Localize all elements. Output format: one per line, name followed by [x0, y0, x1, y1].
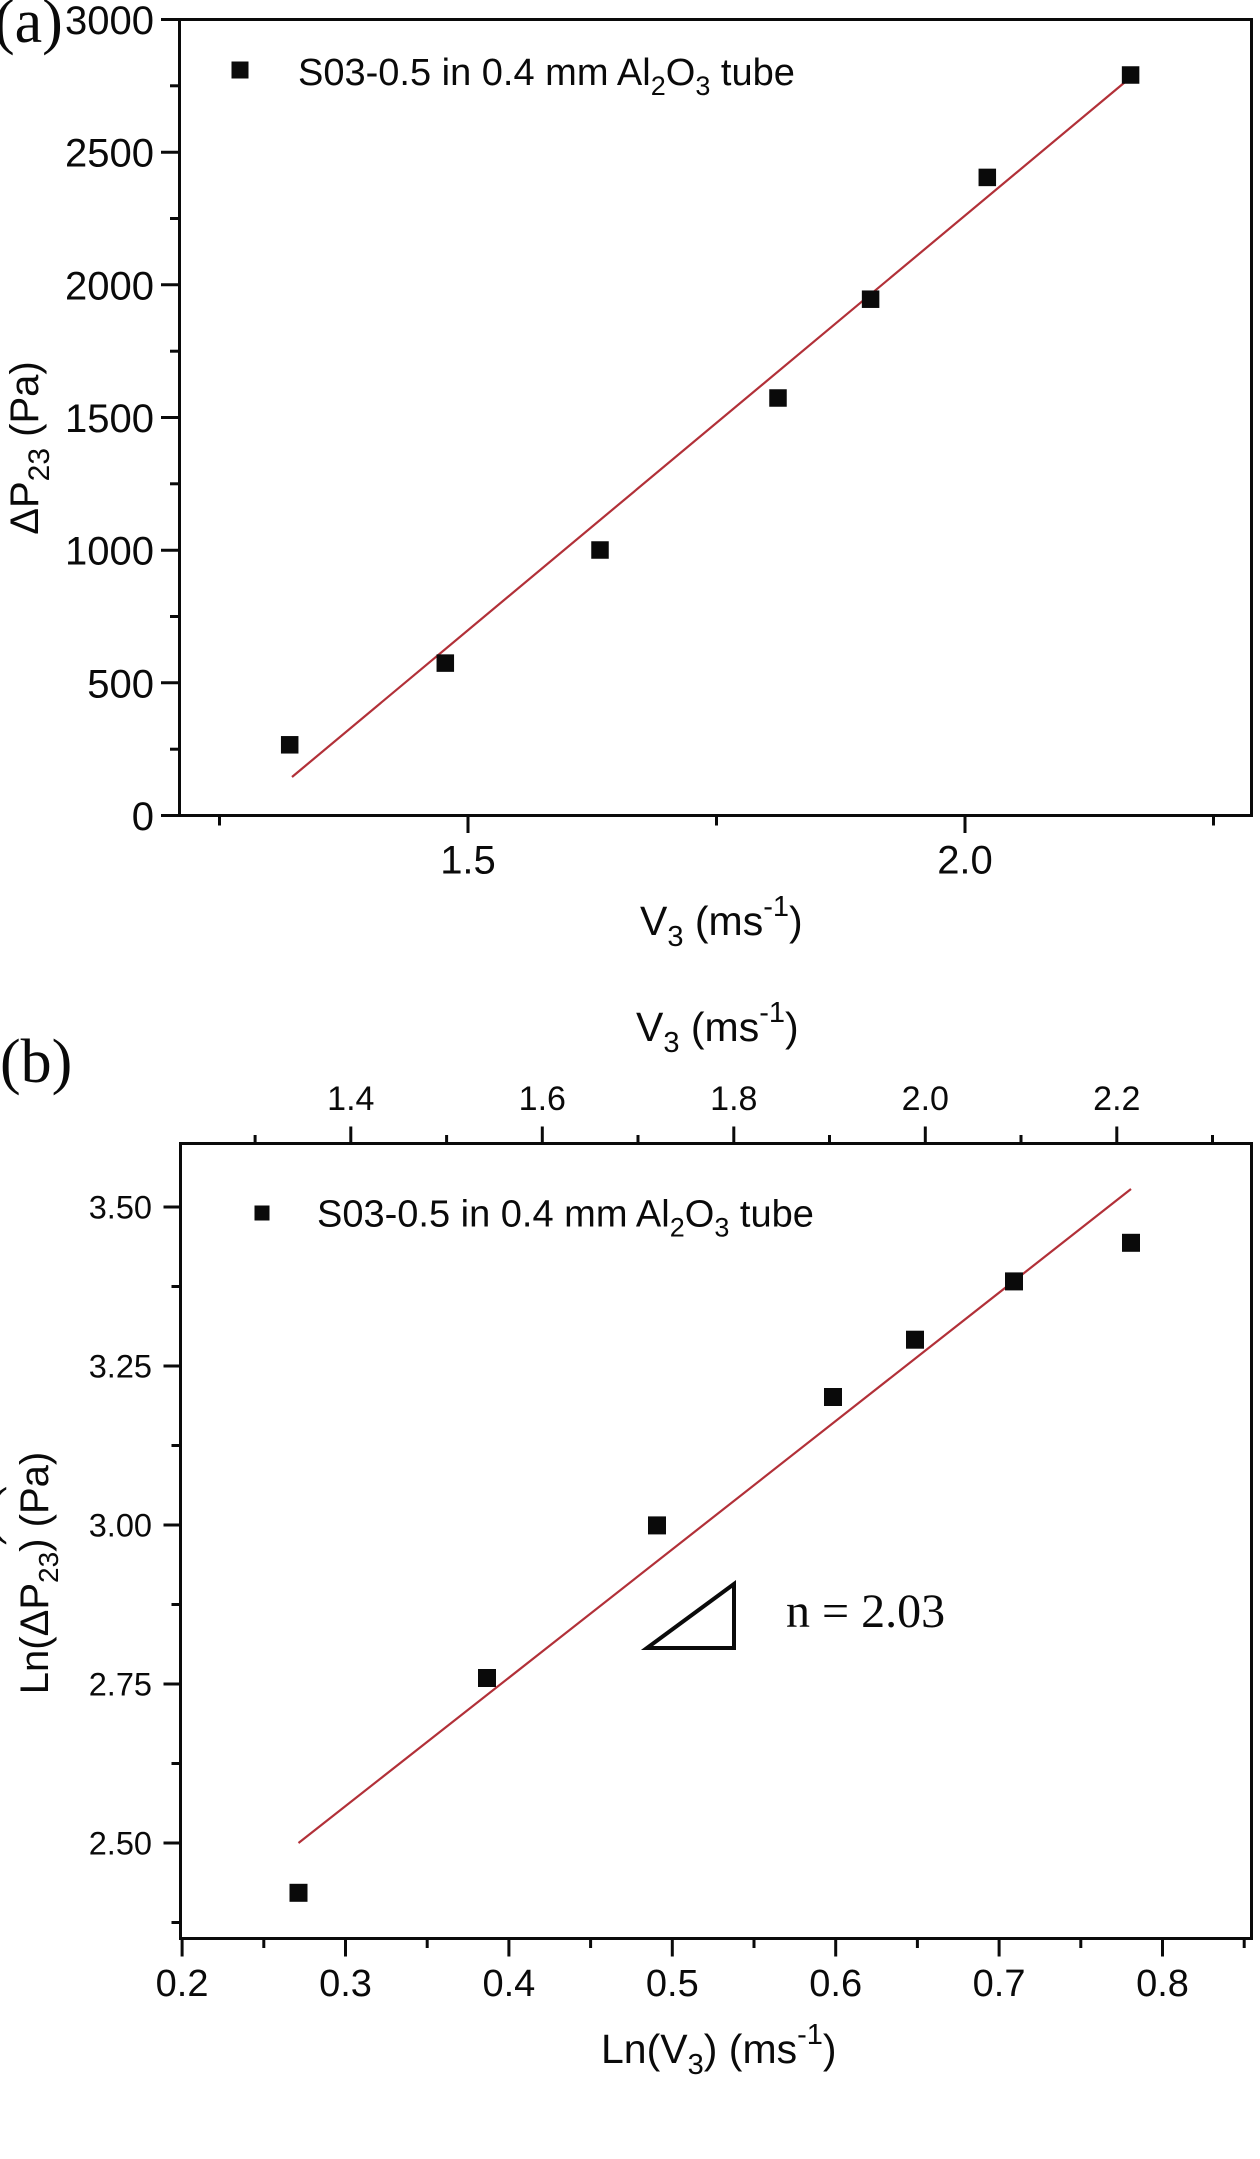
svg-text:Ln(ΔP23) (Pa): Ln(ΔP23) (Pa)	[13, 1452, 64, 1694]
svg-text:0.5: 0.5	[646, 1963, 699, 2005]
svg-text:1.5: 1.5	[440, 839, 496, 883]
svg-text:3.50: 3.50	[89, 1190, 152, 1226]
svg-text:V3 (ms-1): V3 (ms-1)	[640, 891, 803, 953]
svg-text:1.8: 1.8	[710, 1080, 757, 1118]
svg-text:ΔP23 (Pa): ΔP23 (Pa)	[3, 361, 56, 534]
svg-text:Ln(V3) (ms-1): Ln(V3) (ms-1)	[601, 2019, 837, 2081]
svg-text:2.75: 2.75	[89, 1667, 152, 1703]
svg-text:3.00: 3.00	[89, 1508, 152, 1544]
svg-text:1.6: 1.6	[519, 1080, 566, 1118]
svg-text:S03-0.5 in 0.4 mm Al2O3 tube: S03-0.5 in 0.4 mm Al2O3 tube	[298, 52, 795, 101]
svg-text:500: 500	[87, 662, 154, 706]
svg-text:n = 2.03: n = 2.03	[786, 1585, 945, 1638]
svg-text:2000: 2000	[65, 264, 154, 308]
svg-text:(: (	[0, 1474, 8, 1545]
svg-text:0.3: 0.3	[319, 1963, 372, 2005]
svg-text:3.25: 3.25	[89, 1349, 152, 1385]
svg-text:1500: 1500	[65, 397, 154, 441]
svg-text:2.0: 2.0	[937, 839, 993, 883]
svg-text:V3 (ms-1): V3 (ms-1)	[636, 997, 799, 1059]
svg-text:2.2: 2.2	[1093, 1080, 1140, 1118]
svg-text:2.0: 2.0	[902, 1080, 949, 1118]
svg-text:2.50: 2.50	[89, 1826, 152, 1862]
svg-text:S03-0.5 in 0.4 mm Al2O3 tube: S03-0.5 in 0.4 mm Al2O3 tube	[317, 1194, 814, 1243]
svg-text:3000: 3000	[65, 0, 154, 43]
svg-text:1.4: 1.4	[327, 1080, 374, 1118]
svg-text:0: 0	[132, 795, 154, 839]
svg-text:0.6: 0.6	[809, 1963, 862, 2005]
svg-text:0.7: 0.7	[973, 1963, 1026, 2005]
svg-text:0.4: 0.4	[482, 1963, 535, 2005]
svg-text:0.2: 0.2	[156, 1963, 209, 2005]
svg-text:2500: 2500	[65, 132, 154, 176]
svg-text:(a): (a)	[0, 0, 63, 56]
svg-text:0.8: 0.8	[1136, 1963, 1189, 2005]
svg-text:1000: 1000	[65, 530, 154, 574]
svg-text:(b): (b)	[0, 1028, 72, 1096]
